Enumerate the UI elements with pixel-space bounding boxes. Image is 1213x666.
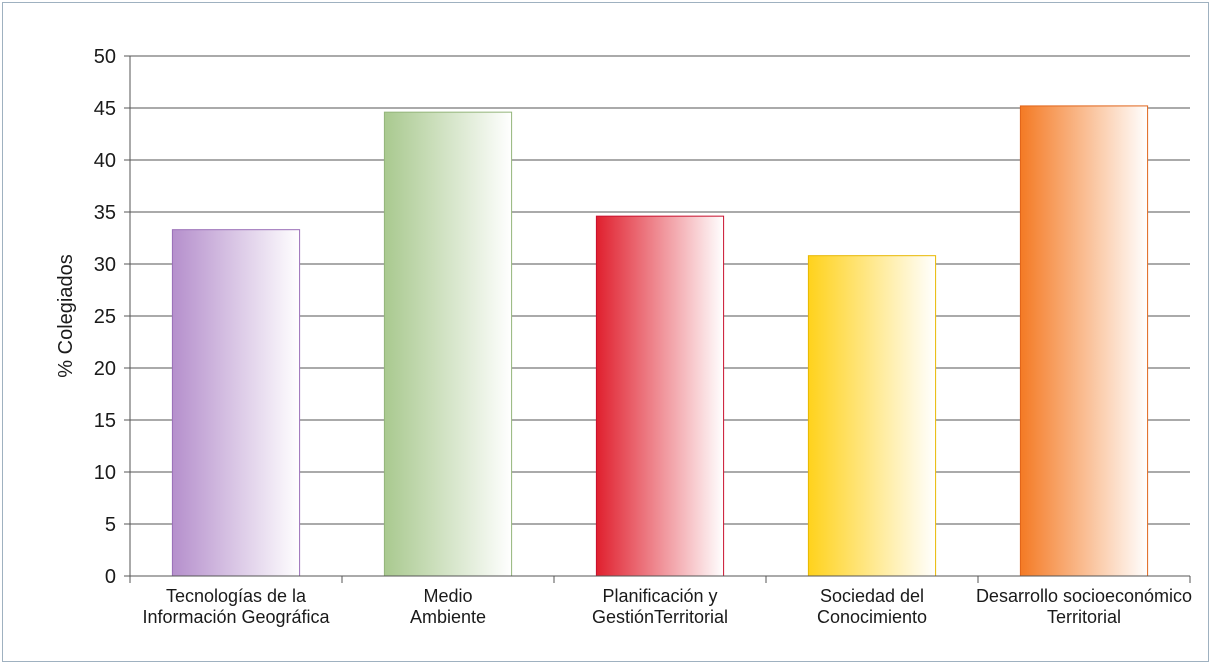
bar xyxy=(807,255,937,577)
x-category-label: Tecnologías de la xyxy=(166,586,307,606)
x-category-label: Desarrollo socioeconómico xyxy=(976,586,1192,606)
y-tick-label: 40 xyxy=(94,150,116,172)
x-category-label: Información Geográfica xyxy=(142,607,330,627)
y-tick-label: 0 xyxy=(105,566,116,588)
axes xyxy=(124,55,1191,583)
y-tick-labels: 0 5 10 15 20 25 30 35 40 45 50 xyxy=(94,46,116,588)
bar xyxy=(1019,105,1149,577)
bar xyxy=(383,111,513,577)
y-tick-label: 25 xyxy=(94,306,116,328)
x-category-label: Medio xyxy=(423,586,472,606)
x-category-label: Territorial xyxy=(1047,607,1121,627)
y-tick-label: 30 xyxy=(94,254,116,276)
x-category-label: Conocimiento xyxy=(817,607,927,627)
y-axis-title: % Colegiados xyxy=(55,254,77,377)
y-tick-label: 15 xyxy=(94,410,116,432)
y-tick-label: 20 xyxy=(94,358,116,380)
bar xyxy=(595,215,725,577)
y-tick-label: 45 xyxy=(94,98,116,120)
y-tick-label: 10 xyxy=(94,462,116,484)
x-category-label: Planificación y xyxy=(602,586,717,606)
bar xyxy=(171,229,301,577)
y-tick-label: 5 xyxy=(105,514,116,536)
x-category-label: Ambiente xyxy=(410,607,486,627)
bars xyxy=(171,105,1149,577)
x-category-label: Sociedad del xyxy=(820,586,924,606)
y-tick-label: 50 xyxy=(94,46,116,68)
gridlines xyxy=(130,55,1190,525)
x-category-label: GestiónTerritorial xyxy=(592,607,728,627)
y-tick-label: 35 xyxy=(94,202,116,224)
